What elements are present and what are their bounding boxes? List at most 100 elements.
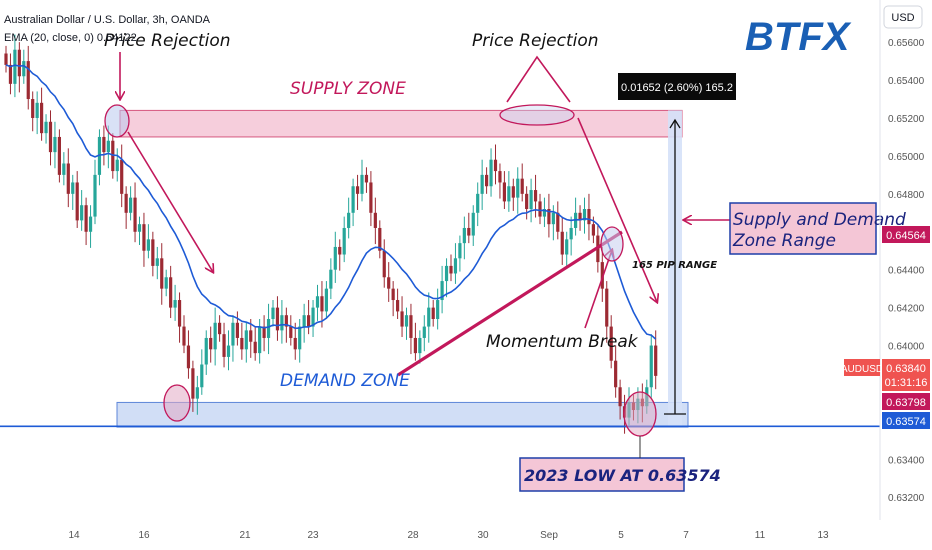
price-tick-label: 0.64000 bbox=[888, 342, 925, 353]
time-tick-label: 11 bbox=[755, 530, 766, 541]
candle-body bbox=[284, 315, 288, 327]
range-box-line2: Zone Range bbox=[732, 231, 836, 251]
candle-body bbox=[453, 258, 458, 274]
candle-body bbox=[600, 262, 604, 289]
currency-label: USD bbox=[891, 12, 914, 24]
candle-body bbox=[422, 326, 426, 338]
candle-body bbox=[333, 246, 337, 270]
ema-legend: EMA (20, close, 0) 0.64122 bbox=[4, 32, 137, 44]
time-tick-label: 5 bbox=[618, 530, 624, 541]
candle-body bbox=[556, 212, 560, 232]
symbol-price-tag bbox=[882, 359, 930, 391]
price-tick-label: 0.65000 bbox=[888, 152, 925, 163]
candle-body bbox=[129, 197, 133, 213]
candle-body bbox=[569, 227, 573, 240]
candle-body bbox=[458, 243, 462, 259]
time-tick-label: Sep bbox=[540, 530, 558, 541]
time-tick-label: 28 bbox=[407, 530, 419, 541]
candle-body bbox=[413, 337, 417, 354]
candle-body bbox=[298, 326, 302, 350]
range-level-tag bbox=[882, 226, 930, 243]
candle-body bbox=[560, 231, 564, 255]
candle-body bbox=[315, 296, 320, 308]
candle-body bbox=[186, 345, 191, 369]
candle-body bbox=[53, 136, 57, 153]
candle-body bbox=[200, 364, 204, 388]
candle-body bbox=[133, 197, 137, 232]
low-box bbox=[519, 457, 685, 492]
candle-body bbox=[444, 265, 449, 282]
candle-body bbox=[97, 136, 102, 175]
time-tick-label: 16 bbox=[138, 530, 150, 541]
candle-body bbox=[164, 277, 168, 289]
symbol-timer: 01:31:16 bbox=[885, 377, 928, 389]
candle-body bbox=[240, 337, 244, 350]
candle-body bbox=[449, 265, 453, 274]
candle-body bbox=[364, 174, 369, 183]
candle-body bbox=[137, 224, 142, 232]
candle-body bbox=[614, 360, 618, 388]
candle-body bbox=[476, 193, 480, 213]
candle-body bbox=[258, 326, 262, 354]
rejection-arrows-top bbox=[506, 55, 571, 103]
candle-body bbox=[75, 182, 79, 221]
candle-body bbox=[142, 224, 146, 251]
candle-body bbox=[213, 322, 217, 350]
candle-body bbox=[289, 326, 293, 338]
candle-body bbox=[120, 159, 124, 194]
candle-body bbox=[209, 337, 213, 350]
candle-body bbox=[271, 307, 275, 319]
candle-body bbox=[520, 178, 524, 194]
candle-body bbox=[26, 61, 30, 100]
candle-body bbox=[93, 174, 97, 217]
candle-body bbox=[427, 307, 431, 327]
candle-body bbox=[654, 345, 658, 376]
candle-body bbox=[235, 322, 239, 338]
price-tick-label: 0.65400 bbox=[888, 76, 925, 87]
momentum-circle bbox=[600, 226, 624, 262]
candle-body bbox=[160, 258, 164, 289]
price-tick-label: 0.64400 bbox=[888, 266, 925, 277]
low-circle-right bbox=[623, 391, 657, 437]
candle-body bbox=[409, 315, 413, 338]
decline-arrow-right bbox=[577, 117, 657, 302]
candle-body bbox=[404, 315, 409, 327]
candle-body bbox=[502, 182, 506, 202]
time-axis-ticks: 14 16 21 23 28 30 Sep 5 7 11 13 bbox=[68, 530, 829, 541]
candle-body bbox=[538, 201, 542, 217]
candle-body bbox=[57, 136, 61, 175]
low-level-value: 0.63574 bbox=[886, 416, 926, 428]
candle-body bbox=[307, 315, 311, 327]
candle-body bbox=[4, 53, 8, 65]
ema-line bbox=[5, 64, 657, 340]
price-axis-ticks: 0.656000.654000.652000.650000.648000.646… bbox=[888, 38, 925, 504]
candle-body bbox=[649, 345, 653, 388]
candle-body bbox=[111, 140, 115, 172]
currency-button[interactable] bbox=[883, 5, 923, 29]
price-tick-label: 0.64800 bbox=[888, 190, 925, 201]
momentum-trendline bbox=[397, 230, 623, 377]
candle-body bbox=[551, 212, 555, 225]
candle-body bbox=[324, 288, 328, 312]
candle-body bbox=[355, 186, 360, 194]
candle-body bbox=[320, 296, 324, 312]
candle-body bbox=[525, 193, 529, 210]
candle-body bbox=[418, 337, 422, 354]
candle-body bbox=[609, 326, 613, 361]
candle-body bbox=[62, 163, 66, 175]
candle-body bbox=[618, 387, 622, 407]
candle-body bbox=[400, 311, 404, 327]
candle-body bbox=[578, 212, 582, 221]
candle-body bbox=[262, 326, 266, 338]
candle-body bbox=[342, 227, 346, 255]
candle-body bbox=[591, 224, 595, 236]
candle-body bbox=[80, 205, 84, 221]
candle-body bbox=[440, 281, 444, 301]
candle-body bbox=[369, 182, 373, 213]
candle-body bbox=[387, 277, 391, 289]
candle-body bbox=[177, 300, 182, 327]
candle-body bbox=[266, 318, 271, 338]
candle-body bbox=[338, 246, 342, 255]
momentum-arrow bbox=[584, 250, 612, 329]
candle-body bbox=[13, 49, 17, 84]
